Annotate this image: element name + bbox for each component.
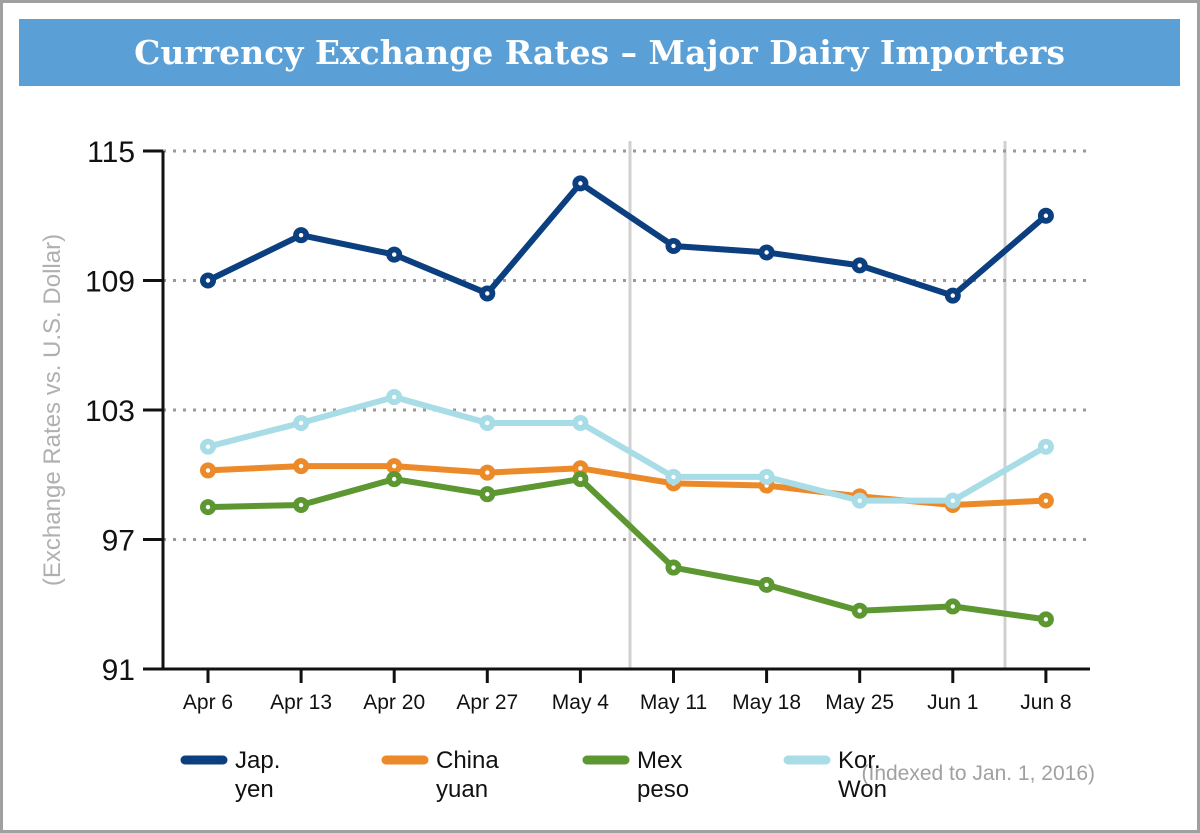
x-tick-label: Apr 27 — [456, 691, 518, 714]
data-point-center — [205, 278, 211, 283]
index-note: (Indexed to Jan. 1, 2016) — [862, 762, 1096, 785]
data-point-center — [392, 476, 397, 482]
x-tick-label: May 18 — [732, 691, 801, 714]
data-point-center — [485, 491, 490, 497]
data-point-center — [671, 243, 676, 249]
x-tick-label: May 4 — [552, 691, 610, 714]
series-china-yuan — [200, 458, 1054, 513]
x-tick-label: Apr 13 — [270, 691, 332, 714]
x-tick-label: Jun 8 — [1020, 691, 1071, 714]
data-point-center — [298, 232, 304, 238]
data-point-center — [485, 470, 490, 475]
data-point-center — [950, 293, 955, 298]
data-point-center — [392, 252, 397, 257]
data-point-center — [578, 476, 583, 482]
data-point-center — [671, 474, 676, 480]
y-tick-label: 97 — [102, 525, 135, 558]
data-point-center — [205, 468, 211, 473]
data-point-center — [392, 463, 397, 469]
y-tick-label: 115 — [87, 136, 135, 169]
legend-label: Won — [838, 776, 887, 803]
data-point-center — [764, 582, 769, 588]
data-point-center — [205, 444, 211, 449]
y-tick-label: 91 — [102, 654, 135, 687]
data-point-center — [764, 474, 769, 480]
x-tick-label: Apr 20 — [363, 691, 425, 714]
y-tick-label: 103 — [85, 395, 135, 428]
data-point-center — [671, 565, 676, 570]
data-point-center — [857, 263, 862, 268]
series-line — [206, 180, 1048, 299]
series-line — [207, 394, 1048, 504]
y-axis-label: (Exchange Rates vs. U.S. Dollar) — [39, 234, 66, 586]
x-tick-label: May 11 — [640, 691, 707, 714]
data-point-center — [578, 181, 583, 186]
legend-label: yuan — [436, 776, 488, 803]
data-point-center — [485, 420, 490, 426]
series-mex-peso — [200, 471, 1054, 628]
data-point-center — [857, 608, 862, 613]
data-point-center — [950, 498, 955, 503]
data-point-center — [298, 420, 304, 426]
legend-label: yen — [235, 776, 274, 803]
y-tick-label: 109 — [85, 266, 135, 299]
data-point-center — [485, 291, 490, 296]
data-point-center — [764, 250, 769, 255]
data-point-center — [950, 604, 955, 609]
data-point-center — [1043, 498, 1049, 503]
data-point-center — [578, 466, 583, 471]
legend-label: China — [436, 747, 499, 774]
data-point-center — [857, 498, 862, 503]
series-line — [207, 476, 1047, 623]
x-tick-label: May 25 — [825, 691, 894, 714]
data-point-center — [205, 504, 211, 510]
data-point-center — [298, 463, 304, 469]
legend-label: Kor. — [838, 747, 881, 774]
series-kor-won — [200, 389, 1054, 509]
chart-title: Currency Exchange Rates – Major Dairy Im… — [19, 19, 1180, 86]
data-point-center — [392, 394, 397, 400]
x-tick-label: Jun 1 — [927, 691, 978, 714]
legend-label: Jap. — [235, 747, 280, 774]
data-point-center — [578, 420, 583, 426]
legend-label: peso — [637, 776, 689, 803]
data-point-center — [1043, 213, 1049, 218]
data-point-center — [298, 502, 304, 508]
data-point-center — [1043, 617, 1049, 622]
x-tick-label: Apr 6 — [183, 691, 233, 714]
legend-label: Mex — [637, 747, 682, 774]
data-point-center — [1043, 444, 1049, 449]
series-jap-yen — [200, 175, 1054, 304]
